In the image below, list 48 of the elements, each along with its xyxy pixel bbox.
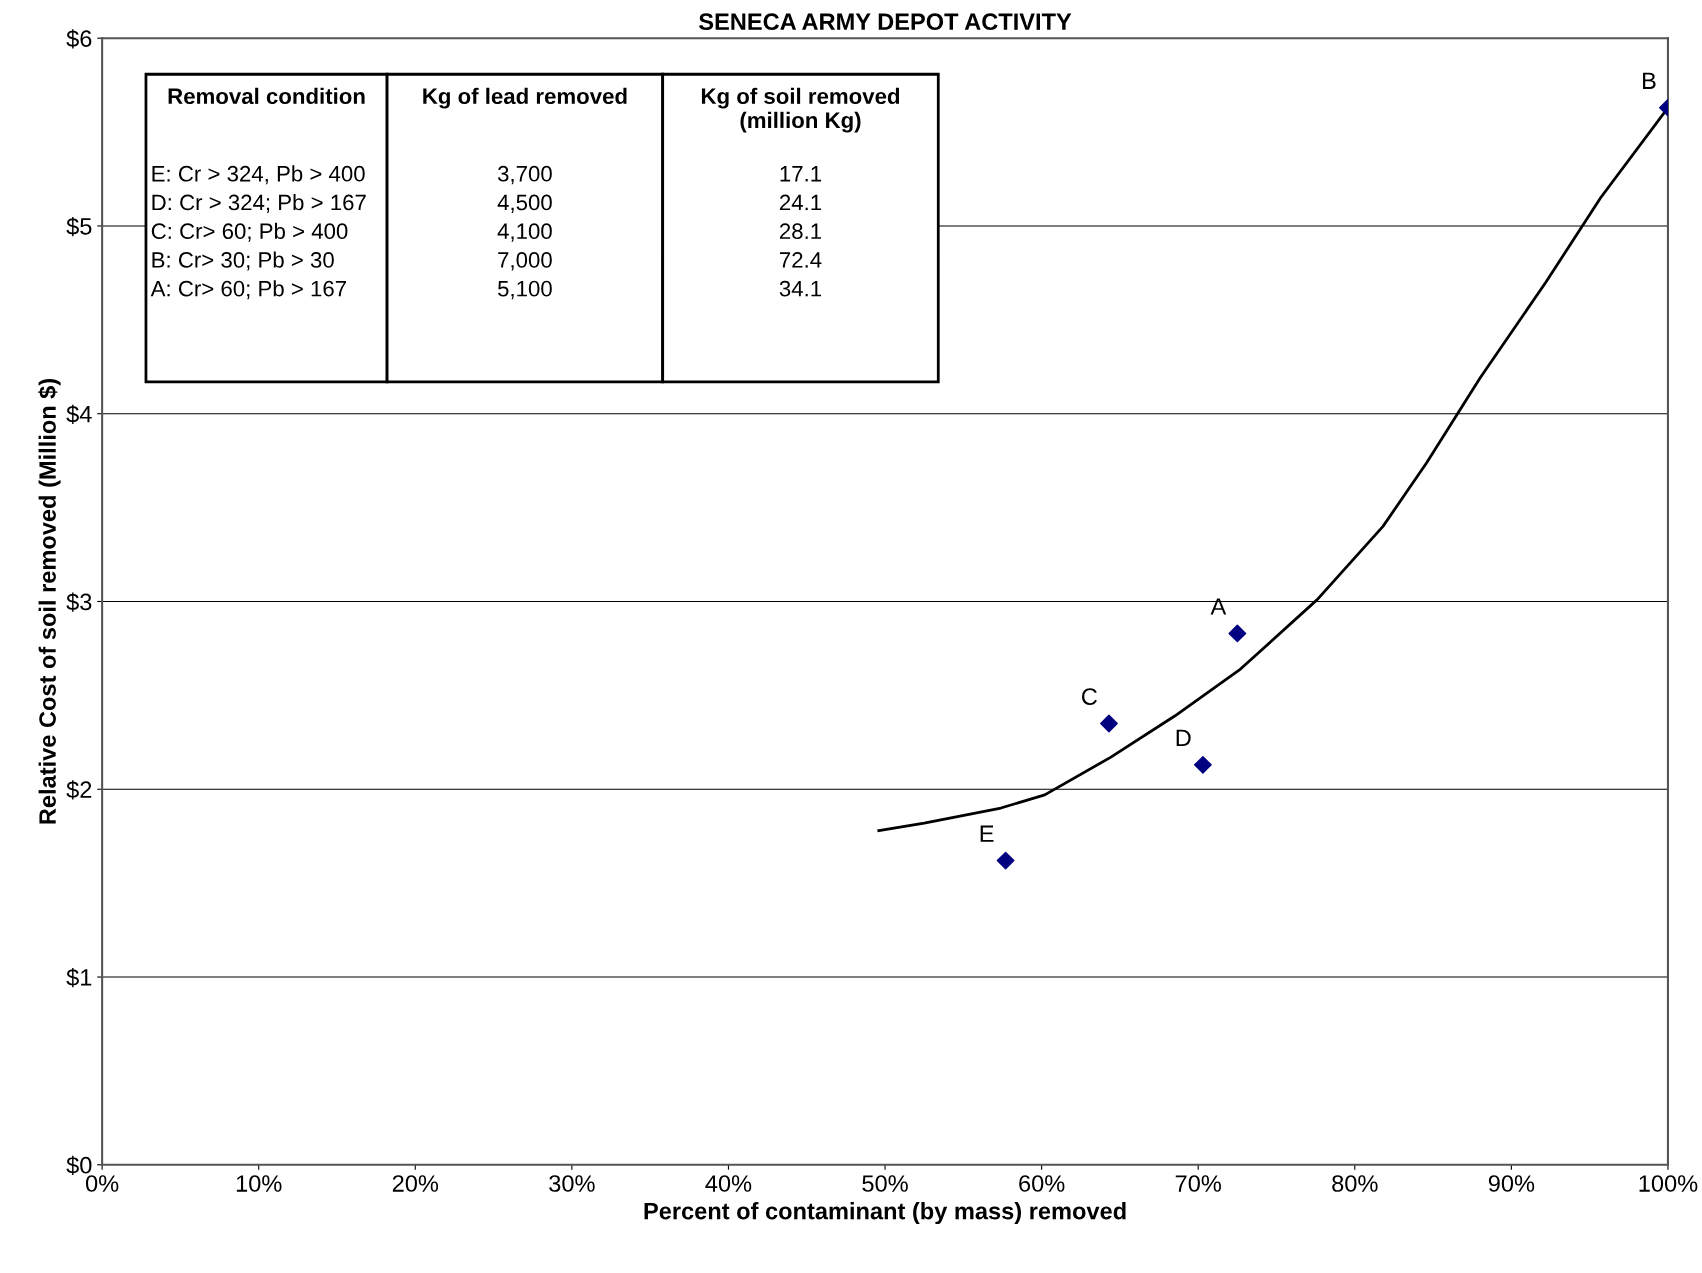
data-label: C <box>1081 688 1097 705</box>
annotation: Kg of lead removed <box>423 87 627 109</box>
y-axis-title: Relative Cost of soil removed (Million $) <box>38 378 61 824</box>
annotation: A: Cr> 60; Pb > 167 <box>150 280 346 300</box>
annotation: Removal condition <box>168 87 365 105</box>
x-tick-label: 100% <box>1639 1175 1698 1192</box>
y-tick-label: $1 <box>66 968 92 988</box>
annotation: 5,100 <box>497 280 552 300</box>
x-tick-label: 60% <box>1019 1175 1065 1192</box>
data-label: E <box>980 825 994 842</box>
x-tick-label: 30% <box>549 1175 595 1192</box>
annotation: 4,100 <box>497 223 552 242</box>
x-tick-label: 20% <box>392 1175 439 1192</box>
x-axis-title: Percent of contaminant (by mass) removed <box>644 1202 1126 1225</box>
annotation: C: Cr> 60; Pb > 400 <box>151 222 348 242</box>
point <box>996 851 1015 870</box>
point <box>1228 624 1247 643</box>
y-tick-label: $4 <box>66 404 92 424</box>
annotation: 7,000 <box>498 252 552 271</box>
data-label: D <box>1176 729 1191 747</box>
y-tick-label: $0 <box>66 1155 92 1175</box>
annotation: 17.1 <box>780 166 822 182</box>
x-tick-label: 50% <box>862 1175 908 1192</box>
x-tick-label: 10% <box>236 1175 282 1192</box>
x-tick-label: 40% <box>705 1175 752 1192</box>
point <box>1100 714 1118 733</box>
y-tick-label: $5 <box>66 217 92 237</box>
data-label: B <box>1643 72 1656 89</box>
annotation: 34.1 <box>779 280 822 297</box>
x-tick-label: 0% <box>85 1175 119 1192</box>
x-tick-label: 90% <box>1488 1175 1535 1192</box>
annotation: E: Cr > 324, Pb > 400 <box>152 165 365 185</box>
y-tick-label: $3 <box>66 592 92 612</box>
chart-title: SENECA ARMY DEPOT ACTIVITY <box>699 13 1072 31</box>
annotation: 4,500 <box>497 194 552 213</box>
annotation: B: Cr> 30; Pb > 30 <box>152 251 334 271</box>
annotation: 72.4 <box>780 252 822 268</box>
y-tick-label: $2 <box>66 780 92 800</box>
annotation: 3,700 <box>497 165 552 185</box>
annotation: 28.1 <box>779 223 822 240</box>
x-tick-label: 70% <box>1175 1175 1221 1192</box>
x-tick-label: 80% <box>1332 1175 1378 1192</box>
annotation: 24.1 <box>779 194 822 211</box>
data-label: A <box>1210 598 1227 615</box>
y-tick-label: $6 <box>66 29 92 49</box>
point <box>1193 755 1212 774</box>
annotation: Kg of soil removed (million Kg) <box>701 87 900 133</box>
annotation: D: Cr > 324; Pb > 167 <box>152 194 366 213</box>
